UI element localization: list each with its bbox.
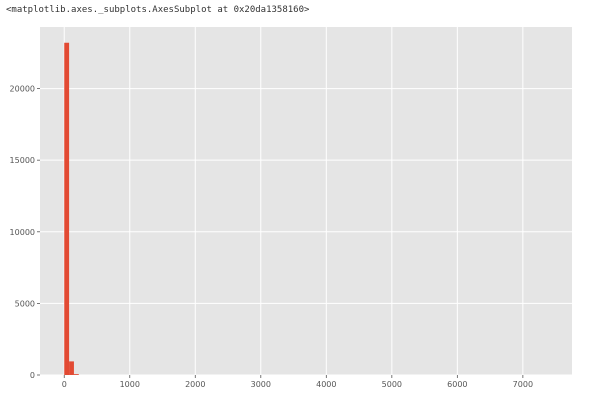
y-tick-label: 10000 bbox=[10, 228, 35, 237]
y-tick-label: 5000 bbox=[15, 299, 35, 308]
histogram-bar bbox=[64, 43, 69, 375]
x-tick-label: 1000 bbox=[120, 380, 140, 389]
x-tick-label: 6000 bbox=[447, 380, 467, 389]
x-tick-label: 4000 bbox=[316, 380, 336, 389]
histogram-bar bbox=[74, 374, 79, 375]
x-tick-label: 0 bbox=[62, 380, 67, 389]
x-tick-label: 3000 bbox=[251, 380, 271, 389]
x-tick-label: 2000 bbox=[185, 380, 205, 389]
y-tick-label: 15000 bbox=[10, 156, 35, 165]
y-tick-label: 0 bbox=[30, 371, 35, 380]
x-tick-label: 5000 bbox=[382, 380, 402, 389]
histogram-bar bbox=[69, 361, 74, 375]
plot-area bbox=[40, 27, 572, 375]
y-axis-ticks: 0 5000 10000 15000 20000 bbox=[10, 85, 40, 380]
y-tick-label: 20000 bbox=[10, 85, 35, 94]
x-axis-ticks: 0 1000 2000 3000 4000 5000 6000 7000 bbox=[62, 375, 533, 389]
x-tick-label: 7000 bbox=[513, 380, 533, 389]
